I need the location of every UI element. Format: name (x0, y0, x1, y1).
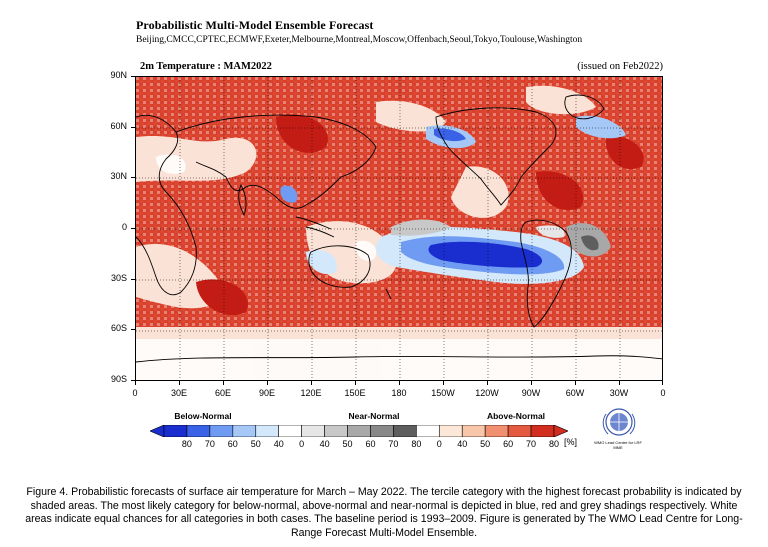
lon-label-60w: 60W (565, 388, 585, 398)
colorbar-cell (347, 425, 371, 437)
lon-label-180: 180 (391, 388, 407, 398)
lon-tick (662, 381, 663, 385)
lon-label-0-east: 0 (660, 388, 666, 398)
colorbar-cell (507, 425, 532, 437)
colorbar-label: 50 (480, 439, 491, 449)
colorbar-label: 60 (227, 439, 238, 449)
lat-tick (131, 76, 135, 77)
legend-group-near-normal: Near-Normal (348, 411, 400, 421)
lat-label-60n: 60N (110, 121, 127, 131)
colorbar-cell (393, 425, 417, 437)
colorbar-label: 80 (548, 439, 559, 449)
lat-label-60s: 60S (110, 323, 127, 333)
colorbar-cell (163, 425, 188, 437)
lat-label-90n: 90N (110, 70, 127, 80)
lon-label-60e: 60E (214, 388, 231, 398)
lon-tick (179, 381, 180, 385)
colorbar-label: 70 (204, 439, 215, 449)
colorbar-label: 0 (299, 439, 305, 449)
colorbar-label: 70 (388, 439, 399, 449)
colorbar-cell (324, 425, 348, 437)
colorbar (150, 425, 568, 437)
colorbar-label: 60 (365, 439, 376, 449)
colorbar-cell (416, 425, 440, 437)
map-title: 2m Temperature : MAM2022 (140, 61, 272, 72)
lon-label-0: 0 (132, 388, 138, 398)
colorbar-label: 60 (503, 439, 514, 449)
lat-label-30s: 30S (110, 273, 127, 283)
lon-tick (311, 381, 312, 385)
forecast-map (135, 76, 663, 381)
lon-label-90e: 90E (258, 388, 275, 398)
lat-label-equator: 0 (121, 222, 127, 232)
lat-tick (131, 380, 135, 381)
colorbar-cell (530, 425, 555, 437)
pale-areas (136, 154, 662, 380)
lat-tick (131, 177, 135, 178)
legend-group-below-normal: Below-Normal (174, 411, 232, 421)
colorbar-cell (186, 425, 211, 437)
legend-group-above-normal: Above-Normal (486, 411, 546, 421)
lon-tick (399, 381, 400, 385)
colorbar-cell (438, 425, 463, 437)
graticule (136, 77, 662, 380)
colorbar-cell (370, 425, 394, 437)
lon-label-150e: 150E (344, 388, 366, 398)
lat-label-90s: 90S (110, 374, 127, 384)
colorbar-cell (255, 425, 280, 437)
colorbar-label: 70 (526, 439, 537, 449)
figure-caption: Figure 4. Probabilistic forecasts of sur… (25, 486, 743, 539)
lat-label-30n: 30N (110, 171, 127, 181)
near-normal-areas (391, 219, 611, 257)
contributing-centres: Beijing,CMCC,CPTEC,ECMWF,Exeter,Melbourn… (136, 35, 583, 45)
lon-label-120w: 120W (475, 388, 499, 398)
lon-tick (223, 381, 224, 385)
lat-tick (131, 329, 135, 330)
lat-tick (131, 127, 135, 128)
colorbar-unit: [%] (564, 437, 578, 447)
colorbar-cell (209, 425, 234, 437)
coastlines (136, 94, 662, 363)
lon-tick (443, 381, 444, 385)
colorbar-label: 50 (250, 439, 261, 449)
colorbar-cell (461, 425, 486, 437)
lon-label-30w: 30W (609, 388, 629, 398)
colorbar-label: 40 (319, 439, 330, 449)
lon-tick (135, 381, 136, 385)
lon-tick (575, 381, 576, 385)
colorbar-arrow-above (553, 425, 568, 437)
lon-tick (487, 381, 488, 385)
lon-tick (531, 381, 532, 385)
colorbar-label: 0 (436, 439, 442, 449)
colorbar-label: 80 (181, 439, 192, 449)
wmo-logo-text: WMO Lead Centre for LRF MME (594, 440, 642, 450)
forecast-map-graphic (136, 77, 662, 380)
lon-label-120e: 120E (300, 388, 322, 398)
colorbar-cell (484, 425, 509, 437)
lon-label-150w: 150W (431, 388, 455, 398)
colorbar-label: 80 (411, 439, 422, 449)
lon-label-90w: 90W (521, 388, 541, 398)
chart-title: Probabilistic Multi-Model Ensemble Forec… (136, 18, 374, 32)
colorbar-cell (278, 425, 302, 437)
colorbar-label: 40 (273, 439, 284, 449)
colorbar-label: 50 (342, 439, 353, 449)
strong-above-normal (196, 114, 644, 316)
lon-tick (267, 381, 268, 385)
colorbar-label: 40 (457, 439, 468, 449)
colorbar-cell (301, 425, 325, 437)
issued-date: (issued on Feb2022) (577, 61, 663, 72)
lat-tick (131, 228, 135, 229)
colorbar-arrow-below (150, 425, 165, 437)
colorbar-cell (232, 425, 257, 437)
wmo-logo (602, 408, 636, 436)
lon-label-30e: 30E (170, 388, 187, 398)
lon-tick (355, 381, 356, 385)
lon-tick (619, 381, 620, 385)
lat-tick (131, 279, 135, 280)
